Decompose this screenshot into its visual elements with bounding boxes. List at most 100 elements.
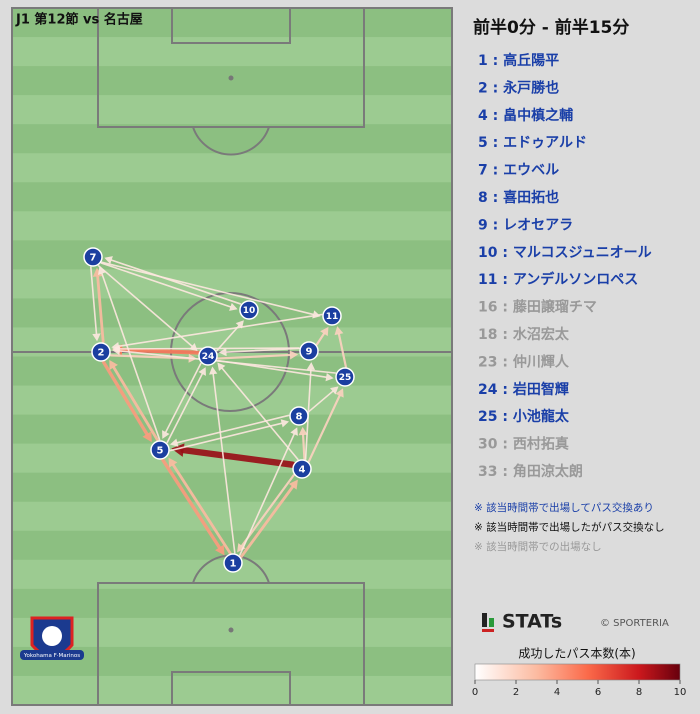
pass-arrowhead	[109, 359, 118, 370]
player-number: 7	[90, 253, 97, 264]
player-number: 24	[202, 352, 215, 362]
pass-line	[101, 360, 149, 436]
stripe	[12, 37, 452, 67]
goal-box	[171, 671, 291, 706]
roster-entry: 9 : レオセアラ	[478, 217, 573, 233]
pass-arrowhead	[289, 350, 299, 360]
goal-box	[171, 7, 291, 44]
player-node	[150, 440, 170, 460]
pass-arrowhead	[320, 326, 329, 337]
player-node	[289, 406, 309, 426]
player-node	[91, 342, 111, 362]
colorbar-tick-label: 8	[636, 687, 642, 698]
pass-line	[101, 261, 315, 316]
roster-entry: 18 : 水沼宏太	[478, 326, 570, 343]
pass-arrowhead	[306, 362, 316, 370]
player-node	[292, 459, 312, 479]
roster-entry: 7 : エウベル	[478, 163, 559, 179]
pass-line	[110, 259, 242, 305]
roster-entry: 11 : アンデルソンロペス	[478, 271, 638, 288]
pass-arrowhead	[198, 367, 206, 376]
roster-entry: 30 : 西村拓真	[478, 436, 569, 453]
legend-note: ※ 該当時間帯での出場なし	[474, 540, 602, 553]
stripe	[12, 95, 452, 125]
player-number: 25	[339, 373, 352, 383]
pass-arrowhead	[235, 320, 244, 329]
colorbar-tick-label: 2	[513, 687, 519, 698]
player-number: 2	[98, 348, 105, 359]
player-number: 1	[230, 559, 237, 570]
stripe	[12, 472, 452, 503]
stripe	[12, 356, 452, 387]
roster-entry: 23 : 仲川輝人	[478, 353, 570, 370]
pass-line	[240, 474, 295, 547]
spot	[228, 627, 234, 633]
roster-entry: 4 : 畠中槙之輔	[478, 107, 573, 124]
roster-entry: 24 : 岩田智輝	[478, 381, 569, 398]
pass-arrowhead	[162, 430, 170, 439]
pass-line	[109, 354, 190, 360]
pass-line	[120, 347, 201, 355]
credit: © SPORTERIA	[600, 618, 669, 629]
player-number: 11	[326, 312, 339, 322]
pass-line	[221, 367, 299, 461]
pass-arrowhead	[104, 256, 113, 265]
player-number: 9	[306, 347, 313, 358]
pass-line	[337, 333, 347, 368]
pass-line	[161, 458, 222, 550]
pass-arrowhead	[298, 426, 308, 436]
spot	[228, 75, 234, 81]
pass-arrowhead	[168, 457, 178, 468]
pass-line	[239, 433, 295, 556]
brand: STATs	[502, 611, 562, 633]
roster-entry: 2 : 永戸勝也	[478, 79, 559, 96]
pass-arrowhead	[237, 543, 246, 553]
colorbar-tick-label: 6	[595, 687, 601, 698]
pass-arrowhead	[334, 326, 344, 336]
stripe	[12, 240, 452, 270]
colorbar	[474, 663, 681, 681]
pass-arrowhead	[209, 366, 218, 375]
colorbar-title: 成功したパス本数(本)	[518, 646, 635, 661]
match-label: J1 第12節 vs 名古屋	[15, 12, 143, 28]
pass-line	[239, 485, 295, 559]
pass-line	[96, 275, 105, 344]
player-node	[322, 306, 342, 326]
pass-line	[307, 394, 341, 463]
pass-arrowhead	[111, 342, 120, 351]
pass-arrowhead	[97, 266, 106, 275]
pass-line	[100, 262, 232, 308]
stripe	[12, 298, 452, 328]
pass-line	[169, 422, 283, 452]
penalty-arc	[192, 126, 270, 156]
pass-arrowhead	[215, 544, 225, 556]
pass-line	[307, 390, 334, 413]
pass-arrowhead	[217, 362, 226, 372]
stripe	[12, 66, 452, 96]
pass-line	[97, 264, 193, 347]
pass-arrowhead	[142, 431, 152, 443]
pass-line	[171, 463, 232, 555]
pass-arrowhead	[92, 333, 101, 342]
player-number: 4	[299, 465, 306, 476]
stripe	[12, 153, 452, 183]
period-title: 前半0分 - 前半15分	[473, 17, 629, 38]
club-crest: Yokohama F·Marinos	[20, 616, 84, 660]
pass-line	[164, 362, 202, 433]
roster-entry: 10 : マルコスジュニオール	[478, 245, 652, 261]
player-node	[223, 553, 243, 573]
player-node	[299, 341, 319, 361]
player-node	[198, 346, 218, 366]
pass-arrowhead	[288, 479, 298, 490]
pass-arrowhead	[218, 347, 227, 357]
pass-line	[90, 266, 98, 335]
pass-line	[301, 433, 306, 460]
pass-arrowhead	[171, 443, 185, 457]
roster-entry: 1 : 高丘陽平	[478, 52, 559, 69]
pass-line	[101, 272, 161, 441]
pass-line	[216, 325, 240, 352]
roster-entry: 5 : エドゥアルド	[478, 135, 587, 151]
stripe	[12, 124, 452, 154]
pass-line	[176, 414, 290, 444]
